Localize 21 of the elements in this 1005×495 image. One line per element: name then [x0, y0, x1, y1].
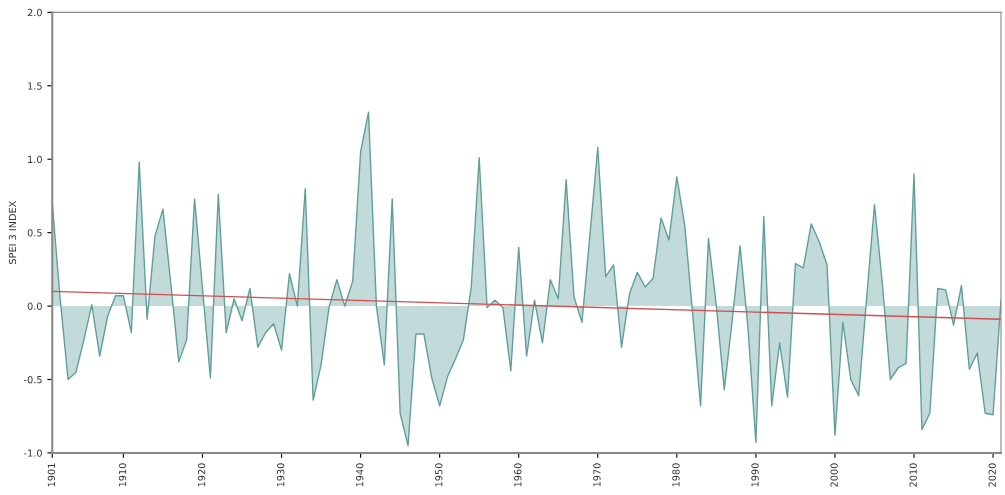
x-tick-label: 1910	[118, 463, 127, 487]
x-tick-label: 1920	[197, 463, 206, 487]
x-tick-label: 1970	[593, 463, 601, 487]
y-tick-label: -1.0	[24, 449, 42, 457]
y-tick-label: 1.0	[28, 155, 42, 164]
x-tick-label: 2000	[830, 463, 838, 487]
x-tick-label: 1990	[751, 463, 759, 487]
x-tick-label: 1960	[514, 463, 522, 487]
y-tick-label: 1.5	[28, 82, 42, 90]
y-tick-label: 2.0	[27, 8, 42, 17]
x-tick-label: 2010	[909, 463, 917, 487]
y-tick-label: 0.0	[27, 302, 42, 310]
x-tick-label: 1901	[47, 463, 56, 487]
x-tick-label: 1950	[435, 463, 443, 487]
x-tick-label: 1940	[356, 463, 364, 487]
y-tick-label: 0.5	[27, 229, 42, 237]
y-tick-label: -0.5	[24, 375, 42, 384]
y-axis-title: SPEI 3 INDEX	[8, 201, 17, 264]
x-tick-label: 2020	[988, 463, 996, 487]
x-tick-label: 1980	[672, 463, 680, 487]
x-tick-label: 1930	[277, 463, 285, 487]
